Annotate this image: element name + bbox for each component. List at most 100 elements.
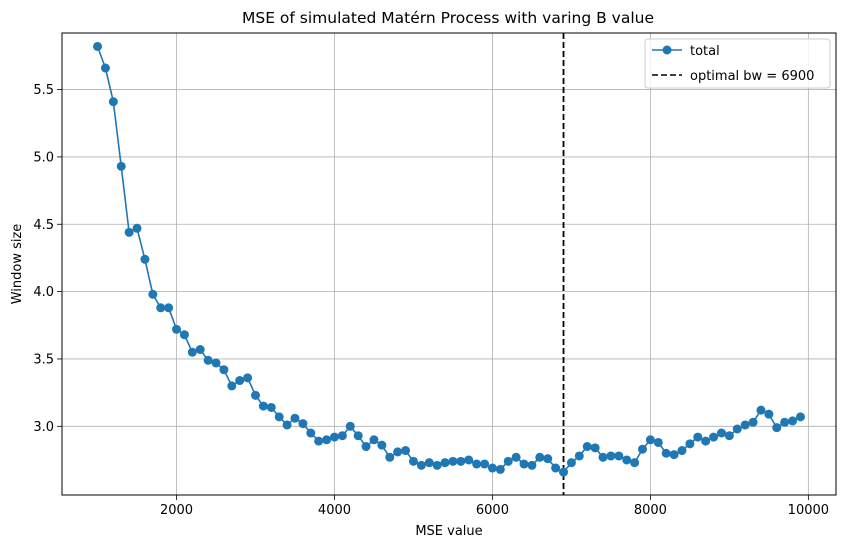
data-point — [701, 436, 711, 446]
data-point — [503, 456, 513, 466]
data-point — [148, 289, 158, 299]
data-point — [440, 458, 450, 468]
data-point — [535, 452, 545, 462]
data-point — [606, 451, 616, 461]
data-point — [661, 448, 671, 458]
data-point — [495, 464, 505, 474]
data-point — [235, 376, 245, 386]
y-tick-label: 5.0 — [33, 150, 54, 165]
data-point — [669, 450, 679, 460]
data-point — [543, 454, 553, 464]
data-point — [677, 446, 687, 456]
data-point — [274, 412, 284, 422]
chart-title: MSE of simulated Matérn Process with var… — [242, 9, 654, 27]
data-point — [693, 432, 703, 442]
data-point — [472, 459, 482, 469]
data-point — [685, 439, 695, 449]
data-point — [282, 420, 292, 430]
data-point — [361, 442, 371, 452]
data-point — [795, 412, 805, 422]
data-point — [487, 463, 497, 473]
data-point — [393, 447, 403, 457]
data-point — [756, 405, 766, 415]
data-point — [788, 416, 798, 426]
data-point — [172, 324, 182, 334]
x-tick-label: 8000 — [634, 503, 667, 518]
data-point — [93, 41, 103, 51]
data-point — [772, 423, 782, 433]
legend-total-label: total — [690, 44, 720, 59]
data-point — [258, 401, 268, 411]
data-point — [590, 443, 600, 453]
data-point — [116, 161, 126, 171]
data-point — [290, 413, 300, 423]
plot-frame — [61, 32, 837, 496]
data-point — [219, 365, 229, 375]
data-point — [645, 435, 655, 445]
x-tick-label: 10000 — [788, 503, 829, 518]
data-point — [630, 458, 640, 468]
data-point — [337, 431, 347, 441]
data-point — [251, 390, 260, 400]
data-point — [353, 431, 363, 441]
data-point — [551, 463, 561, 473]
y-tick-label: 3.0 — [33, 420, 54, 435]
x-tick-label: 4000 — [318, 503, 351, 518]
data-point — [574, 451, 584, 461]
data-point — [559, 467, 569, 477]
data-point — [306, 428, 316, 438]
x-tick-label: 6000 — [476, 503, 509, 518]
data-point — [740, 420, 750, 430]
series-layer — [93, 41, 805, 477]
data-point — [314, 436, 324, 446]
y-tick-label: 5.5 — [33, 83, 54, 98]
data-point — [401, 446, 411, 456]
x-tick-label: 2000 — [160, 503, 193, 518]
data-point — [638, 444, 647, 454]
data-point — [456, 456, 466, 466]
legend: total optimal bw = 6900 — [644, 38, 831, 89]
data-point — [566, 458, 576, 468]
data-point — [653, 437, 663, 447]
data-point — [385, 452, 395, 462]
y-axis-label: Window size — [10, 224, 25, 305]
data-point — [614, 451, 624, 461]
data-point — [132, 223, 142, 233]
data-point — [622, 455, 632, 465]
legend-box — [644, 38, 831, 89]
data-point — [716, 428, 726, 438]
data-point — [227, 381, 237, 391]
y-tick-label: 4.0 — [33, 285, 54, 300]
data-point — [598, 452, 608, 462]
data-point — [329, 432, 339, 442]
data-point — [582, 442, 592, 452]
data-point — [408, 456, 418, 466]
data-point — [464, 455, 474, 465]
series-line-total — [96, 46, 801, 474]
data-point — [179, 330, 189, 340]
data-point — [100, 63, 110, 73]
data-point — [322, 435, 332, 445]
data-point — [211, 358, 221, 368]
data-point — [448, 456, 458, 466]
data-point — [764, 409, 774, 419]
data-point — [480, 459, 490, 469]
ticks: 2000 4000 6000 8000 10000 3.0 3.5 4.0 4.5 5.0 5.5 — [33, 83, 829, 518]
data-point — [732, 424, 742, 434]
data-point — [527, 460, 537, 470]
data-point — [709, 432, 719, 442]
data-point — [108, 97, 118, 107]
y-tick-label: 4.5 — [33, 218, 54, 233]
data-point — [187, 347, 197, 357]
grid — [62, 33, 836, 495]
data-point — [780, 417, 790, 427]
data-point — [195, 345, 205, 355]
x-axis-label: MSE value — [415, 524, 482, 539]
y-tick-label: 3.5 — [33, 352, 54, 367]
data-point — [724, 431, 734, 441]
data-point — [377, 440, 387, 450]
data-point — [298, 419, 308, 429]
data-point — [243, 373, 253, 383]
data-point — [369, 435, 379, 445]
